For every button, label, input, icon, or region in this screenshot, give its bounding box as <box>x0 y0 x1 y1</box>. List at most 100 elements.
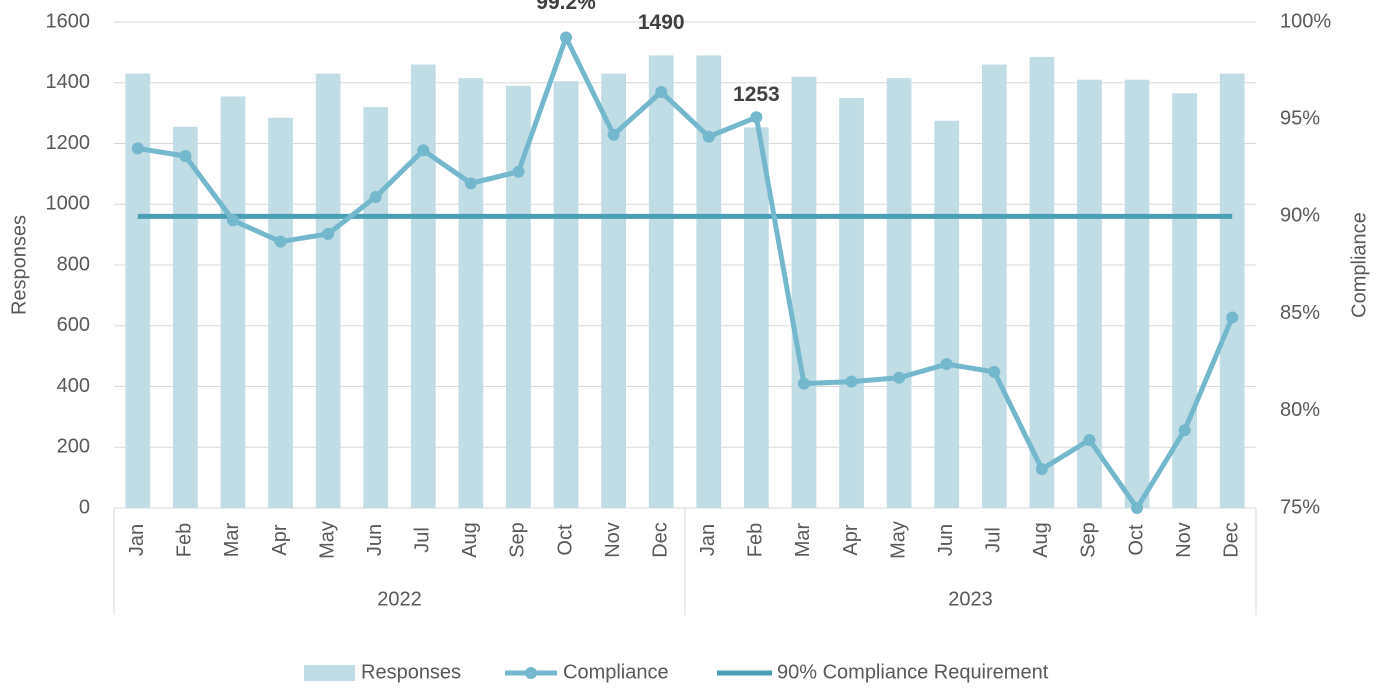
y-tick-label: 200 <box>57 436 90 458</box>
bar <box>125 73 151 508</box>
y-tick-label: 1200 <box>46 132 91 154</box>
bar <box>173 126 198 508</box>
marker <box>464 177 477 190</box>
bar <box>791 76 817 509</box>
y2-tick-label: 95% <box>1280 107 1320 129</box>
y-axis-label: Responses <box>8 215 30 315</box>
x-tick-label: Mar <box>221 522 243 557</box>
y2-tick-label: 90% <box>1280 205 1320 227</box>
bar <box>1029 56 1055 509</box>
y-tick-label: 400 <box>57 375 90 397</box>
x-tick-label: Jul <box>412 527 434 553</box>
marker <box>560 31 573 44</box>
legend-label: Compliance <box>563 661 669 683</box>
marker <box>322 227 335 240</box>
x-tick-label: Jul <box>983 527 1005 553</box>
y-tick-label: 0 <box>79 496 90 518</box>
bar <box>553 81 579 508</box>
marker <box>274 235 287 248</box>
marker <box>655 85 668 98</box>
bar <box>315 73 341 508</box>
bar <box>696 55 722 508</box>
marker <box>512 165 525 178</box>
legend-swatch <box>525 667 537 679</box>
bar <box>839 97 864 508</box>
bar <box>744 127 769 509</box>
legend-swatch <box>304 665 355 681</box>
x-tick-label: Dec <box>1220 522 1242 558</box>
x-tick-label: Jun <box>364 524 386 556</box>
x-tick-label: Apr <box>269 524 291 555</box>
bar <box>458 78 484 508</box>
marker <box>845 375 858 388</box>
y-tick-label: 600 <box>57 314 90 336</box>
bar <box>1124 79 1150 509</box>
bar <box>220 96 246 508</box>
marker <box>940 358 953 371</box>
x-tick-label: Oct <box>1125 524 1147 556</box>
x-tick-label: Sep <box>507 522 529 558</box>
x-tick-label: Jan <box>697 524 719 556</box>
x-tick-label: Oct <box>554 524 576 556</box>
bar <box>268 117 293 509</box>
data-label: 1253 <box>733 83 780 106</box>
x-tick-label: Jan <box>126 524 148 556</box>
marker <box>1131 502 1144 514</box>
bar <box>886 78 912 508</box>
bar <box>1219 73 1245 508</box>
marker <box>702 130 715 143</box>
bar <box>981 64 1007 509</box>
marker <box>1035 463 1048 476</box>
marker <box>131 142 144 155</box>
marker <box>750 111 763 124</box>
legend-label: Responses <box>361 661 461 683</box>
x-tick-label: Mar <box>792 522 814 557</box>
data-label: 99.2% <box>536 0 596 14</box>
x-tick-label: Dec <box>649 522 671 558</box>
x-tick-label: Feb <box>745 523 767 557</box>
x-tick-label: Aug <box>459 522 481 558</box>
x-tick-label: Feb <box>174 523 196 557</box>
y2-tick-label: 85% <box>1280 302 1320 324</box>
x-tick-label: Jun <box>935 524 957 556</box>
marker <box>369 190 382 203</box>
marker <box>797 377 810 390</box>
marker <box>988 365 1001 378</box>
bar <box>363 107 389 509</box>
bar <box>506 85 531 508</box>
marker <box>417 144 430 157</box>
marker <box>893 371 906 384</box>
marker <box>607 128 620 141</box>
marker <box>1226 311 1239 324</box>
x-tick-label: Apr <box>840 524 862 555</box>
y-tick-label: 1600 <box>46 10 91 32</box>
data-label: 1490 <box>638 11 685 34</box>
y2-axis-label: Compliance <box>1348 212 1370 318</box>
marker <box>1083 433 1096 446</box>
marker <box>1178 424 1191 437</box>
bar <box>1172 93 1197 508</box>
bar <box>410 64 436 509</box>
y-tick-label: 1000 <box>46 193 91 215</box>
y2-tick-label: 75% <box>1280 496 1320 518</box>
line <box>137 35 1235 511</box>
marker <box>226 214 239 227</box>
bar <box>648 55 674 508</box>
y-tick-label: 1400 <box>46 71 91 93</box>
x-tick-label: Aug <box>1030 522 1052 558</box>
x-tick-label: Nov <box>1173 522 1195 558</box>
group-label: 2022 <box>377 588 422 610</box>
x-tick-label: May <box>316 521 338 559</box>
x-tick-label: Sep <box>1078 522 1100 558</box>
bar <box>601 73 626 508</box>
group-label: 2023 <box>948 588 993 610</box>
y2-tick-label: 100% <box>1280 10 1331 32</box>
marker <box>179 150 192 163</box>
bar <box>934 120 960 508</box>
legend-label: 90% Compliance Requirement <box>777 661 1049 683</box>
y-tick-label: 800 <box>57 253 90 275</box>
y2-tick-label: 80% <box>1280 399 1320 421</box>
x-tick-label: Nov <box>602 522 624 558</box>
x-tick-label: May <box>887 521 909 559</box>
